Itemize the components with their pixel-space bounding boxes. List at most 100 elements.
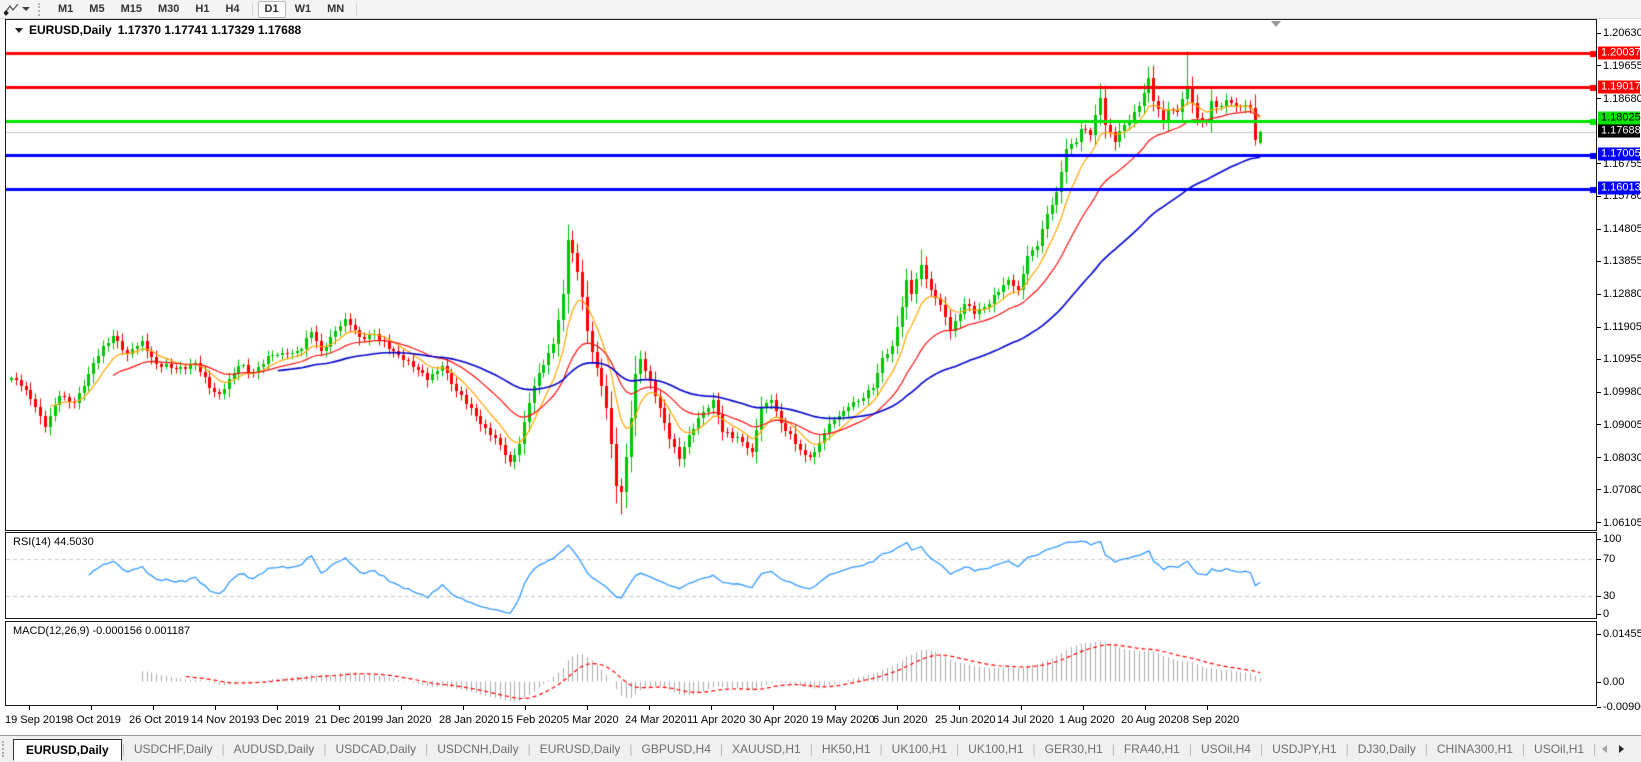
tab-separator: | [425, 742, 429, 756]
chevron-down-icon[interactable] [22, 7, 30, 11]
tab-gbpusd-h4-6[interactable]: GBPUSD,H4 [641, 742, 711, 756]
tab-separator: | [629, 742, 633, 756]
date-label: 28 Jan 2020 [439, 714, 500, 726]
chart-header: EURUSD,Daily 1.17370 1.17741 1.17329 1.1… [13, 23, 304, 37]
timeframe-button-mn[interactable]: MN [327, 2, 345, 15]
timeframe-button-d1[interactable]: D1 [257, 0, 286, 18]
date-tick [153, 706, 154, 710]
tab-separator: | [1345, 742, 1349, 756]
timeframe-toolbar: M1 M5 M15 M30 H1 H4 D1 W1 MN [0, 0, 1641, 19]
tab-usdcnh-daily-4[interactable]: USDCNH,Daily [437, 742, 519, 756]
timeframe-button-m30[interactable]: M30 [157, 2, 180, 15]
tab-fra40-h1-12[interactable]: FRA40,H1 [1123, 742, 1180, 756]
date-tick [91, 706, 92, 710]
tab-separator: | [1593, 742, 1597, 756]
timeframe-button-m5[interactable]: M5 [89, 2, 105, 15]
chart-shift-marker[interactable] [1271, 21, 1281, 27]
tab-uk100-h1-9[interactable]: UK100,H1 [891, 742, 948, 756]
date-label: 9 Jan 2020 [377, 714, 432, 726]
date-label: 15 Feb 2020 [501, 714, 563, 726]
tab-china300-h1-16[interactable]: CHINA300,H1 [1436, 742, 1513, 756]
timeframe-button-m15[interactable]: M15 [120, 2, 142, 15]
tab-dj30-daily-15[interactable]: DJ30,Daily [1357, 742, 1416, 756]
toolbar-separator [251, 2, 253, 16]
date-label: 20 Aug 2020 [1121, 714, 1183, 726]
price-scale-label: 1.09980 [1597, 386, 1641, 398]
price-tag-1-20037: 1.20037 [1598, 46, 1641, 60]
date-label: 19 Sep 2019 [5, 714, 68, 726]
tab-separator: | [527, 742, 531, 756]
scale-tick [1597, 706, 1601, 708]
timeframe-button-h1[interactable]: H1 [195, 2, 210, 15]
date-label: 3 Dec 2019 [253, 714, 310, 726]
zigzag-line-icon [4, 3, 19, 16]
price-scale-label: 1.10955 [1597, 353, 1641, 365]
main-chart-canvas[interactable] [6, 20, 1596, 530]
tab-separator: | [221, 742, 225, 756]
date-label: 14 Nov 2019 [191, 714, 254, 726]
price-scale[interactable]: 1.20630 1.19655 1.18680 1.16755 1.15780 1.148… [1597, 19, 1641, 719]
date-tick [339, 706, 340, 710]
date-tick [29, 706, 30, 710]
date-tick [463, 706, 464, 710]
tab-uk100-h1-10[interactable]: UK100,H1 [968, 742, 1024, 756]
tabs-scroll-left-icon[interactable] [1602, 745, 1608, 753]
chart-tool-icon[interactable] [3, 2, 21, 17]
date-tick [773, 706, 774, 710]
price-scale-label: 1.14805 [1597, 223, 1641, 235]
macd-canvas[interactable] [6, 622, 1596, 705]
price-scale-label: 1.12880 [1597, 288, 1641, 300]
collapse-triangle-icon[interactable] [15, 27, 23, 33]
tab-audusd-daily-2[interactable]: AUDUSD,Daily [233, 742, 315, 756]
tab-eurusd-daily[interactable]: EURUSD,Daily [13, 739, 122, 761]
tab-usdcad-daily-3[interactable]: USDCAD,Daily [335, 742, 417, 756]
scale-tick [1597, 196, 1601, 198]
scale-tick [1597, 260, 1601, 262]
toolbar-grip[interactable] [38, 2, 44, 16]
rsi-canvas[interactable] [6, 533, 1596, 618]
tab-separator: | [1259, 742, 1264, 756]
timeframe-button-w1[interactable]: W1 [294, 2, 312, 15]
date-label: 25 Jun 2020 [935, 714, 996, 726]
date-tick [1083, 706, 1084, 710]
tab-separator: | [1032, 742, 1036, 756]
tab-usdjpy-h1-14[interactable]: USDJPY,H1 [1272, 742, 1337, 756]
date-tick [1145, 706, 1146, 710]
tab-hk50-h1-8[interactable]: HK50,H1 [821, 742, 871, 756]
tabbar-grip[interactable] [2, 741, 7, 757]
timeframe-button-h4[interactable]: H4 [225, 2, 240, 15]
macd-scale-label: -0.009001 [1597, 701, 1641, 713]
date-tick [711, 706, 712, 710]
scale-tick [1597, 293, 1601, 295]
scale-tick [1597, 457, 1601, 459]
date-tick [835, 706, 836, 710]
date-label: 26 Oct 2019 [129, 714, 189, 726]
scale-tick [1597, 489, 1601, 491]
price-tag-1-18025: 1.18025 [1598, 111, 1641, 125]
tabs-scroll-right-icon[interactable] [1619, 745, 1625, 753]
price-scale-label: 1.16755 [1597, 158, 1641, 170]
rsi-scale-label: 30 [1597, 590, 1615, 602]
tab-separator: | [956, 742, 960, 756]
timeframe-button-m1[interactable]: M1 [58, 2, 74, 15]
date-tick [1207, 706, 1208, 710]
tab-ger30-h1-11[interactable]: GER30,H1 [1044, 742, 1103, 756]
scale-tick [1597, 633, 1601, 635]
price-scale-label: 1.13855 [1597, 255, 1641, 267]
main-chart-panel: EURUSD,Daily 1.17370 1.17741 1.17329 1.1… [5, 19, 1597, 531]
tab-separator: | [879, 742, 883, 756]
tab-usoil-h1-17[interactable]: USOil,H1 [1534, 742, 1585, 756]
timeframe-buttons: M1 M5 M15 M30 H1 H4 D1 W1 MN [50, 0, 361, 18]
tab-eurusd-daily-5[interactable]: EURUSD,Daily [539, 742, 621, 756]
scale-tick [1597, 595, 1601, 597]
chart-symbol-period: EURUSD,Daily [29, 23, 112, 37]
price-tag-1-17005: 1.17005 [1598, 147, 1641, 161]
tab-usdchf-daily-1[interactable]: USDCHF,Daily [133, 742, 213, 756]
date-label: 14 Jul 2020 [997, 714, 1054, 726]
tab-xauusd-h1-7[interactable]: XAUUSD,H1 [732, 742, 801, 756]
scale-tick [1597, 391, 1601, 393]
tab-usoil-h4-13[interactable]: USOil,H4 [1200, 742, 1251, 756]
rsi-scale-label: 70 [1597, 553, 1615, 565]
tab-separator: | [1188, 742, 1192, 756]
